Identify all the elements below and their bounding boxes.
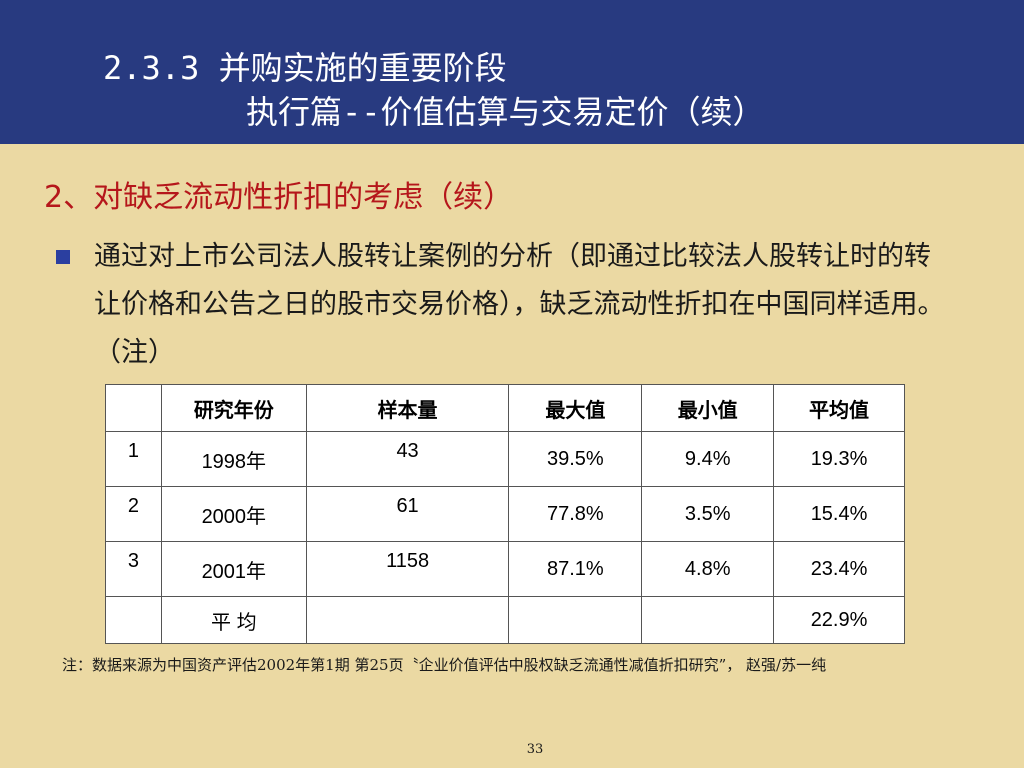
table-row: 3 2001年 1158 87.1% 4.8% 23.4%	[105, 541, 905, 597]
table-cell: 19.3%	[773, 431, 905, 487]
table-cell: 2000年	[160, 486, 307, 542]
table-header-cell: 最大值	[508, 384, 643, 432]
bullet-paragraph: 通过对上市公司法人股转让案例的分析（即通过比较法人股转让时的转让价格和公告之日的…	[94, 241, 945, 368]
discount-table: 研究年份 样本量 最大值 最小值 平均值 1 1998年 43 39.5% 9.…	[105, 384, 905, 644]
table-cell: 平 均	[160, 596, 307, 644]
table-cell: 3.5%	[641, 486, 775, 542]
table-header-row: 研究年份 样本量 最大值 最小值 平均值	[105, 384, 905, 432]
table-header-cell	[105, 384, 162, 432]
table-cell: 4.8%	[641, 541, 775, 597]
slide-title: 2.3.3 并购实施的重要阶段	[103, 49, 507, 87]
table-cell: 15.4%	[773, 486, 905, 542]
table-cell: 87.1%	[508, 541, 643, 597]
table-cell	[641, 596, 775, 644]
table-cell	[105, 596, 162, 644]
square-bullet-icon	[56, 250, 70, 264]
table-header-cell: 最小值	[641, 384, 775, 432]
table-cell: 9.4%	[641, 431, 775, 487]
table-cell: 1998年	[160, 431, 307, 487]
table-cell: 43	[305, 431, 510, 487]
table-cell: 23.4%	[773, 541, 905, 597]
table-cell: 39.5%	[508, 431, 643, 487]
table-cell: 3	[105, 541, 162, 597]
table-row-average: 平 均 22.9%	[105, 596, 905, 644]
table-cell: 1158	[305, 541, 510, 597]
table-header-cell: 研究年份	[160, 384, 307, 432]
table-cell	[305, 596, 510, 644]
slide-subtitle: 执行篇--价值估算与交易定价（续）	[246, 93, 765, 131]
table-cell: 61	[305, 486, 510, 542]
table-cell: 2001年	[160, 541, 307, 597]
table-cell: 77.8%	[508, 486, 643, 542]
title-banner: 2.3.3 并购实施的重要阶段 执行篇--价值估算与交易定价（续）	[0, 0, 1024, 144]
section-heading: 2、对缺乏流动性折扣的考虑（续）	[44, 180, 514, 215]
table-row: 1 1998年 43 39.5% 9.4% 19.3%	[105, 431, 905, 487]
table-cell	[508, 596, 643, 644]
source-footnote: 注：数据来源为中国资产评估2002年第1期 第25页〝企业价值评估中股权缺乏流通…	[62, 656, 827, 674]
table-cell: 22.9%	[773, 596, 905, 644]
table-cell: 1	[105, 431, 162, 487]
page-number: 33	[526, 742, 544, 757]
table-header-cell: 平均值	[773, 384, 905, 432]
table-header-cell: 样本量	[305, 384, 510, 432]
table-cell: 2	[105, 486, 162, 542]
table-row: 2 2000年 61 77.8% 3.5% 15.4%	[105, 486, 905, 542]
